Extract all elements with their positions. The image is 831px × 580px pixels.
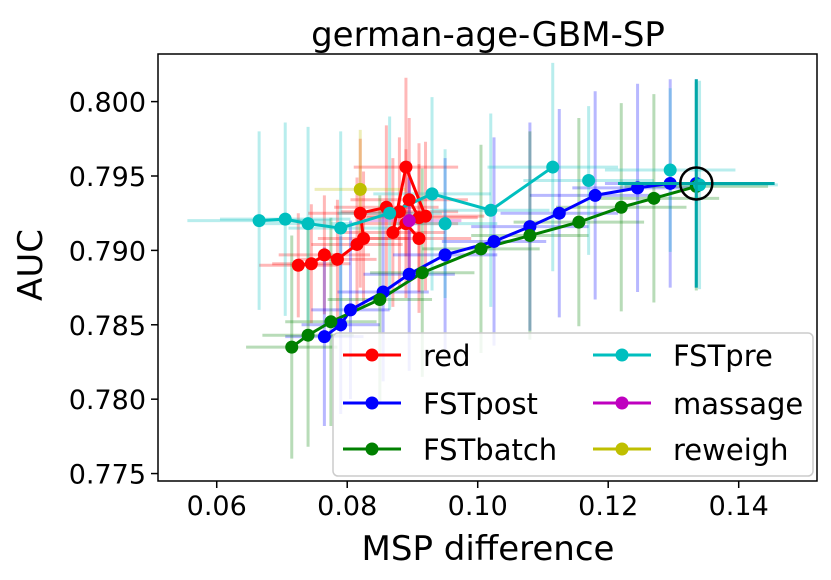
fstpost-point [317, 330, 331, 344]
legend-reweigh-label: reweigh [673, 433, 789, 467]
fstpost-point [552, 206, 566, 220]
fstbatch-point [301, 328, 315, 342]
reweigh-point [353, 182, 367, 196]
x-tick-label: 0.08 [317, 491, 377, 522]
fstpost-point [588, 188, 602, 202]
legend-fstbatch-marker [365, 442, 379, 456]
red-point [357, 231, 371, 245]
red-point [353, 206, 367, 220]
reference-circle [679, 166, 714, 201]
red-point [402, 193, 416, 207]
fstpre-point [425, 187, 439, 201]
legend-fstbatch-label: FSTbatch [423, 433, 557, 467]
fstpre-point [278, 212, 292, 226]
legend: red FSTpost FSTbatch FSTpre massage reweigh [332, 332, 814, 477]
y-tick-label: 0.785 [69, 311, 146, 342]
legend-fstpre-label: FSTpre [673, 339, 773, 373]
fstbatch-point [324, 315, 338, 329]
y-axis-ticks: 0.775 0.780 0.785 0.790 0.795 0.800 [69, 88, 158, 491]
legend-massage-label: massage [673, 387, 803, 421]
legend-massage-marker [615, 396, 629, 410]
red-point [291, 258, 305, 272]
fstbatch-point [647, 191, 661, 205]
series-markers [252, 160, 707, 354]
y-tick-label: 0.795 [69, 162, 146, 193]
x-axis-label: MSP difference [362, 529, 615, 569]
x-tick-label: 0.12 [578, 491, 638, 522]
fstpre-point [546, 160, 560, 174]
x-axis-ticks: 0.06 0.08 0.10 0.12 0.14 [187, 481, 769, 522]
reference-marker [617, 79, 775, 288]
red-point [330, 252, 344, 266]
legend-box [332, 332, 814, 477]
fstpre-point [663, 163, 677, 177]
fstpre-point [383, 206, 397, 220]
fstpre-point [252, 214, 266, 228]
red-point [386, 226, 400, 240]
fstbatch-point [523, 229, 537, 243]
x-tick-label: 0.06 [187, 491, 247, 522]
fstbatch-point [474, 242, 488, 256]
fstpre-point [334, 221, 348, 235]
y-tick-label: 0.775 [69, 460, 146, 491]
red-point [392, 205, 406, 219]
fstpre-point [582, 173, 596, 187]
fstbatch-point [373, 292, 387, 306]
fstpost-point [343, 303, 357, 317]
chart-title: german-age-GBM-SP [311, 15, 665, 55]
legend-fstpre-marker [615, 348, 629, 362]
legend-fstpost-marker [365, 396, 379, 410]
red-point [317, 248, 331, 262]
plot-frame [157, 53, 818, 482]
red-point [304, 257, 318, 271]
red-point [419, 209, 433, 223]
y-tick-label: 0.780 [69, 385, 146, 416]
fstpost-point [487, 234, 501, 248]
plot-area [187, 62, 778, 459]
fstbatch-point [285, 340, 299, 354]
y-tick-label: 0.790 [69, 236, 146, 267]
fstpost-point [334, 318, 348, 332]
fstpre-point [438, 217, 452, 231]
x-tick-label: 0.10 [448, 491, 508, 522]
fstbatch-point [415, 266, 429, 280]
red-point [412, 231, 426, 245]
fstpre-point [301, 217, 315, 231]
x-tick-label: 0.14 [709, 491, 769, 522]
fstbatch-point [572, 215, 586, 229]
fstpost-point [402, 267, 416, 281]
legend-fstpost-label: FSTpost [423, 387, 538, 421]
red-point [399, 160, 413, 174]
y-tick-label: 0.800 [69, 88, 146, 119]
legend-red-marker [365, 348, 379, 362]
massage-point [402, 214, 416, 228]
fstpost-point [438, 248, 452, 262]
fstbatch-point [614, 200, 628, 214]
fstpre-point [484, 203, 498, 217]
legend-red-label: red [423, 339, 471, 373]
fstpost-point [523, 220, 537, 234]
y-axis-label: AUC [11, 229, 51, 301]
legend-reweigh-marker [615, 442, 629, 456]
